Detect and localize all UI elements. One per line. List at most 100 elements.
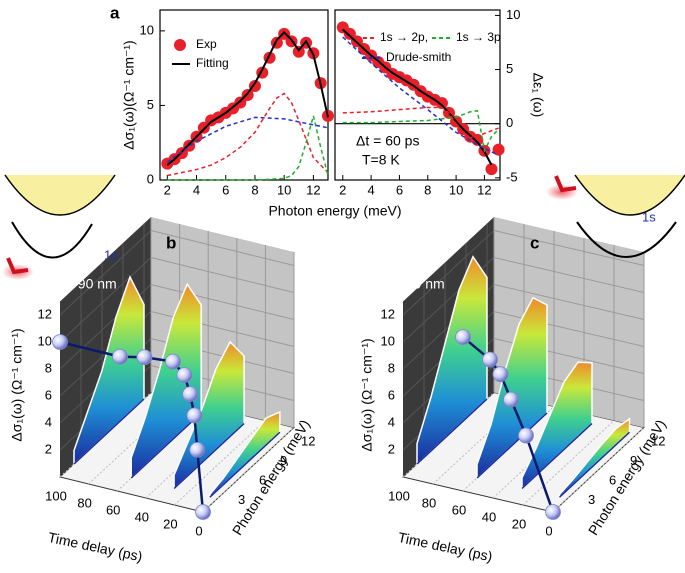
grid-line bbox=[150, 257, 295, 293]
y-tick-label: 6 bbox=[609, 472, 616, 487]
legend-marker bbox=[174, 39, 186, 51]
layer: 2 4 6 8 10 12 0 5 10 Exp Fitting 2 4 6 8 10 12 -5 0 5 10 1s →… bbox=[38, 7, 666, 539]
y-tick-label: 3 bbox=[588, 492, 595, 507]
x-tick-label: 10 bbox=[277, 182, 291, 197]
spectrum-baseline bbox=[173, 422, 245, 490]
grid-line bbox=[493, 257, 645, 293]
grid-line bbox=[150, 230, 295, 266]
grid-line bbox=[59, 230, 152, 316]
y-tick-label: 12 bbox=[301, 433, 315, 448]
spectrum-baseline bbox=[558, 431, 631, 498]
spectrum-baseline bbox=[476, 412, 548, 479]
legend-label: Drude-smith bbox=[386, 50, 451, 64]
laser-icon bbox=[6, 257, 29, 275]
grid-line bbox=[432, 399, 525, 485]
grid-line bbox=[493, 284, 645, 320]
data-point bbox=[435, 97, 448, 110]
peak-point bbox=[503, 391, 519, 408]
z-axis-label: Δσ₁(ω) (Ω⁻¹ cm⁻¹) bbox=[359, 338, 375, 451]
legend-label: Exp bbox=[196, 37, 217, 51]
level-label: 1s bbox=[642, 209, 656, 224]
x-tick-label: 40 bbox=[135, 509, 149, 524]
x-axis-label: Time delay (ps) bbox=[47, 529, 144, 565]
panel-label: b bbox=[166, 233, 176, 252]
grid-line bbox=[59, 257, 152, 343]
fit-line bbox=[342, 36, 499, 156]
x-tick-label: 60 bbox=[106, 502, 120, 517]
fit-line bbox=[167, 115, 329, 181]
y2-tick-label: -5 bbox=[506, 169, 518, 184]
z-tick-label: 2 bbox=[388, 441, 395, 456]
peak-point bbox=[165, 353, 181, 370]
y-tick-label: 12 bbox=[651, 433, 665, 448]
grid-line bbox=[522, 420, 615, 506]
y-tick-label: 9 bbox=[280, 453, 287, 468]
x-tick-label: 12 bbox=[306, 182, 320, 197]
panel-label: c bbox=[530, 233, 539, 252]
exciton-band bbox=[11, 221, 93, 259]
grid-line bbox=[492, 413, 585, 499]
x-tick-label: 2 bbox=[164, 182, 171, 197]
x-tick-label: 0 bbox=[195, 523, 202, 538]
x-axis-label: Time delay (ps) bbox=[397, 529, 494, 565]
peak-point bbox=[545, 504, 561, 520]
x-tick-label: 10 bbox=[449, 182, 463, 197]
data-point bbox=[485, 163, 498, 176]
data-point bbox=[492, 143, 505, 156]
fit-line bbox=[166, 116, 329, 163]
y-tick-label: 10 bbox=[140, 22, 154, 37]
data-point bbox=[234, 96, 247, 109]
peak-point bbox=[189, 441, 206, 458]
data-point bbox=[343, 27, 356, 40]
annotation: T=8 K bbox=[362, 152, 400, 168]
z-tick-label: 12 bbox=[381, 306, 395, 321]
z-tick-label: 6 bbox=[45, 387, 52, 402]
y2-tick-label: 10 bbox=[506, 7, 520, 22]
spectrum-baseline bbox=[130, 412, 202, 479]
y-tick-label: 0 bbox=[147, 171, 154, 186]
x-tick-label: 80 bbox=[422, 495, 436, 510]
y-tick-label: 6 bbox=[259, 472, 266, 487]
legend-label: 1s → 3p bbox=[456, 30, 501, 44]
x-tick-label: 40 bbox=[482, 509, 496, 524]
x-tick-label: 20 bbox=[163, 516, 177, 531]
peak-point bbox=[482, 351, 498, 368]
peak-point bbox=[455, 329, 471, 346]
x-axis-label: Photon energy (meV) bbox=[268, 203, 401, 219]
peak-point bbox=[492, 366, 509, 383]
grid-line bbox=[493, 230, 645, 266]
band-outline bbox=[4, 174, 116, 216]
spectrum-baseline bbox=[209, 431, 281, 498]
x-tick-label: 80 bbox=[77, 495, 91, 510]
grid-line bbox=[174, 420, 266, 506]
x-tick-label: 20 bbox=[512, 516, 526, 531]
fit-line bbox=[342, 109, 500, 154]
peak-point bbox=[136, 349, 153, 366]
y-tick-label: 5 bbox=[147, 97, 154, 112]
y-tick-label: 3 bbox=[238, 492, 245, 507]
excitation-label: 790 nm bbox=[70, 276, 117, 292]
fit-line bbox=[342, 106, 499, 139]
z-tick-label: 8 bbox=[388, 360, 395, 375]
grid-line bbox=[552, 427, 645, 513]
panel-label: a bbox=[110, 3, 120, 22]
z-tick-label: 10 bbox=[381, 333, 395, 348]
z-tick-label: 8 bbox=[45, 360, 52, 375]
peak-point bbox=[52, 334, 68, 350]
grid-line bbox=[150, 284, 295, 320]
excitation-label: 399 nm bbox=[398, 276, 445, 292]
peak-point bbox=[518, 427, 534, 444]
y2-tick-label: 0 bbox=[506, 115, 513, 130]
z-axis-label: Δσ₁(ω) (Ω⁻¹ cm⁻¹) bbox=[9, 328, 25, 441]
z-tick-label: 4 bbox=[388, 414, 395, 429]
grid-line bbox=[88, 399, 180, 485]
x-tick-label: 12 bbox=[477, 182, 491, 197]
fit-line bbox=[342, 28, 493, 166]
fit-line bbox=[167, 92, 329, 177]
x-tick-label: 8 bbox=[251, 182, 258, 197]
plot-frame bbox=[159, 9, 329, 181]
peak-point bbox=[195, 504, 211, 520]
x-tick-label: 4 bbox=[367, 182, 374, 197]
z-tick-label: 12 bbox=[38, 306, 52, 321]
